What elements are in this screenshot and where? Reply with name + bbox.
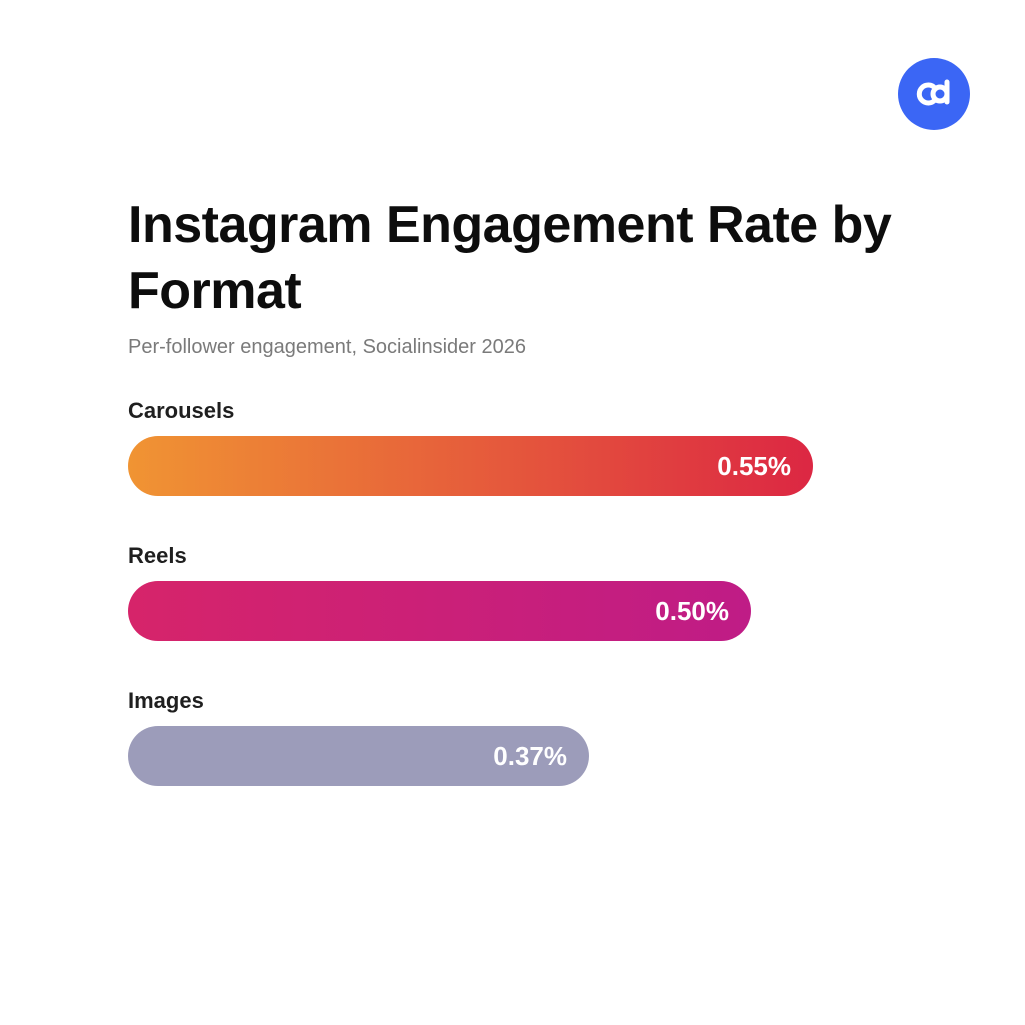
- brand-logo: [898, 58, 970, 130]
- bar-row: Reels 0.50%: [128, 543, 888, 653]
- category-label: Reels: [128, 543, 187, 568]
- bar-images: 0.37%: [128, 726, 589, 786]
- data-label: 0.37%: [493, 741, 567, 771]
- chart-subtitle: Per-follower engagement, Socialinsider 2…: [128, 336, 527, 358]
- category-label: Carousels: [128, 398, 235, 423]
- chart-title: Instagram Engagement Rate by Format: [128, 196, 892, 320]
- cd-logo-icon: [916, 79, 950, 106]
- bar-row: Carousels 0.55%: [128, 398, 888, 508]
- category-label: Images: [128, 688, 204, 713]
- bar-carousels: 0.55%: [128, 436, 813, 496]
- data-label: 0.50%: [655, 596, 729, 626]
- data-label: 0.55%: [717, 451, 791, 481]
- bar-row: Images 0.37%: [128, 688, 888, 798]
- bar-reels: 0.50%: [128, 581, 751, 641]
